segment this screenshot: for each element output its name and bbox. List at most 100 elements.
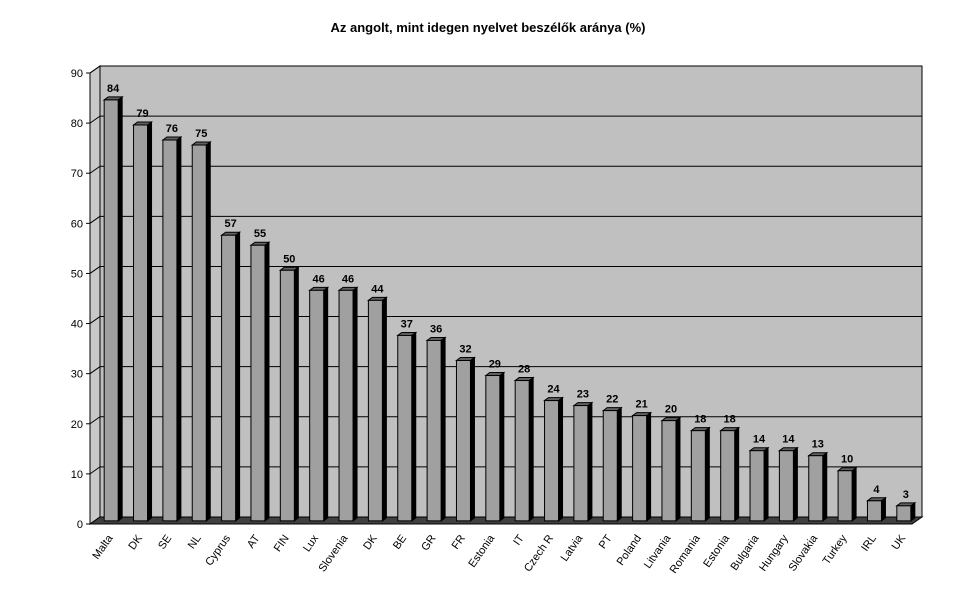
data-label: 50 xyxy=(283,253,295,265)
category-label: Litvania xyxy=(642,532,674,571)
bar-front xyxy=(309,289,325,522)
bar xyxy=(631,411,653,522)
data-label: 4 xyxy=(873,484,880,496)
bar xyxy=(161,136,183,522)
bar-side xyxy=(352,286,358,522)
data-label: 32 xyxy=(459,343,471,355)
data-label: 28 xyxy=(518,364,530,376)
y-tick-label: 80 xyxy=(71,118,83,130)
bar-front xyxy=(455,359,471,522)
data-label: 46 xyxy=(313,273,325,285)
data-label: 13 xyxy=(812,439,824,451)
category-label: Czech R xyxy=(522,533,556,574)
category-label: Poland xyxy=(615,533,644,568)
y-tick-label: 90 xyxy=(71,68,83,80)
data-label: 22 xyxy=(606,394,618,406)
data-label: 46 xyxy=(342,273,354,285)
data-label: 10 xyxy=(841,454,853,466)
category-label: Lux xyxy=(301,532,321,554)
y-tick-label: 20 xyxy=(71,419,83,431)
bar xyxy=(278,266,300,522)
bar-front xyxy=(103,99,119,522)
bar-front xyxy=(397,334,413,522)
bar xyxy=(366,296,388,522)
gridline-side xyxy=(89,366,101,375)
bar-side xyxy=(587,401,593,522)
bar-front xyxy=(720,430,736,522)
bar-front xyxy=(896,505,912,522)
bar-side xyxy=(822,451,828,522)
category-label: UK xyxy=(890,532,909,552)
bar-side xyxy=(880,496,886,522)
data-label: 14 xyxy=(782,434,795,446)
category-label: AT xyxy=(245,533,263,551)
gridline-side xyxy=(89,215,101,224)
bar-front xyxy=(279,269,295,522)
bar-front xyxy=(367,299,383,522)
bar xyxy=(777,446,799,522)
data-label: 24 xyxy=(547,384,560,396)
category-label: Romania xyxy=(668,532,704,576)
bar xyxy=(719,426,741,522)
plot-side-wall xyxy=(89,65,101,525)
bar-side xyxy=(646,411,652,522)
bar xyxy=(689,426,711,522)
category-label: Estonia xyxy=(466,532,497,570)
data-label: 57 xyxy=(224,218,236,230)
bar xyxy=(895,501,917,522)
bar-front xyxy=(162,139,178,522)
category-label: Latvia xyxy=(559,532,586,564)
gridline-side xyxy=(89,416,101,425)
category-label: Slovakia xyxy=(787,532,821,574)
bar-front xyxy=(866,500,882,522)
y-tick-label: 10 xyxy=(71,469,83,481)
bar xyxy=(454,356,476,522)
gridline-side xyxy=(89,466,101,475)
bar xyxy=(513,376,535,522)
category-label: GR xyxy=(419,533,438,553)
bar xyxy=(425,336,447,522)
category-label: FIN xyxy=(272,533,292,554)
bar-front xyxy=(338,289,354,522)
bar-front xyxy=(808,455,824,522)
bar-side xyxy=(147,120,153,522)
bar xyxy=(601,406,623,522)
bar-side xyxy=(851,466,857,522)
category-label: Malta xyxy=(90,532,116,562)
bar-front xyxy=(778,450,794,522)
bar xyxy=(249,241,271,522)
bar-side xyxy=(205,141,211,522)
bar-front xyxy=(426,339,442,522)
bar xyxy=(132,120,154,522)
bar-front xyxy=(221,234,237,522)
bar xyxy=(102,95,124,522)
bar-front xyxy=(133,124,149,522)
y-tick-label: 40 xyxy=(71,319,83,331)
gridline-side xyxy=(89,65,101,74)
bar-front xyxy=(191,144,207,522)
bar xyxy=(484,371,506,522)
category-label: NL xyxy=(186,533,204,551)
data-label: 55 xyxy=(254,228,266,240)
y-tick-label: 70 xyxy=(71,168,83,180)
category-label: FR xyxy=(450,533,468,552)
y-tick-label: 60 xyxy=(71,218,83,230)
category-label: DK xyxy=(361,532,380,552)
bar-side xyxy=(117,95,123,522)
category-label: IT xyxy=(511,533,527,548)
data-label: 14 xyxy=(753,434,766,446)
data-label: 21 xyxy=(635,399,647,411)
bar-front xyxy=(690,430,706,522)
data-label: 76 xyxy=(166,123,178,135)
y-tick-label: 0 xyxy=(77,519,83,531)
y-tick-label: 50 xyxy=(71,268,83,280)
data-label: 3 xyxy=(903,489,909,501)
category-label: SE xyxy=(156,533,174,552)
category-label: Estonia xyxy=(701,532,732,570)
bar-side xyxy=(264,241,270,522)
bar-front xyxy=(573,405,589,522)
gridline-side xyxy=(89,165,101,174)
bar-side xyxy=(616,406,622,522)
